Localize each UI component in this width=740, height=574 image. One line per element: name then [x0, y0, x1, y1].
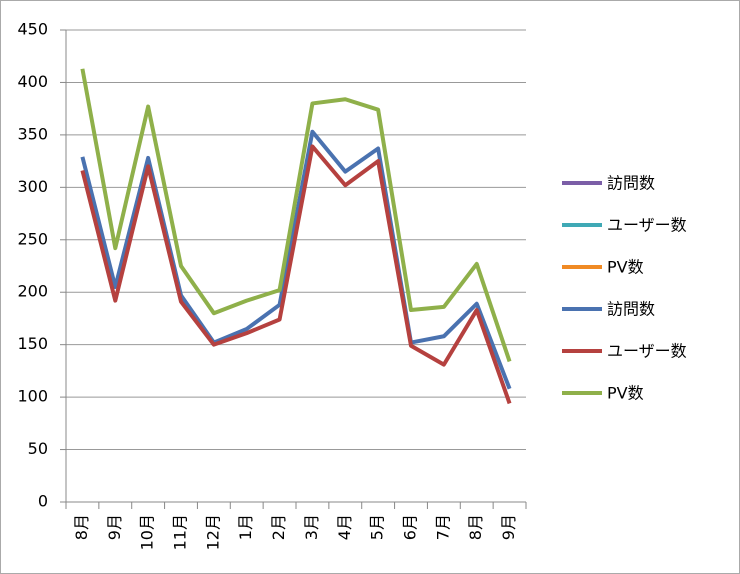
- x-tick-label: 7月: [433, 514, 452, 540]
- legend-label: PV数: [607, 258, 644, 277]
- x-tick-label: 12月: [203, 514, 222, 550]
- y-tick-label: 100: [17, 387, 48, 406]
- x-tick-label: 10月: [138, 514, 157, 550]
- x-tick-label: 9月: [499, 514, 518, 540]
- y-tick-label: 0: [38, 492, 48, 511]
- y-tick-label: 300: [17, 177, 48, 196]
- legend-label: ユーザー数: [607, 216, 687, 235]
- x-tick-label: 5月: [368, 514, 387, 540]
- legend-label: ユーザー数: [607, 342, 687, 361]
- legend-label: 訪問数: [607, 174, 655, 193]
- series-line: [80, 144, 512, 405]
- x-tick-label: 2月: [269, 514, 288, 540]
- y-tick-label: 350: [17, 124, 48, 143]
- y-tick-label: 150: [17, 334, 48, 353]
- y-tick-label: 250: [17, 229, 48, 248]
- x-tick-label: 4月: [335, 514, 354, 540]
- x-tick-label: 8月: [466, 514, 485, 540]
- legend-label: PV数: [607, 384, 644, 403]
- series-line: [80, 68, 512, 363]
- x-tick-label: 8月: [72, 514, 91, 540]
- x-tick-label: 11月: [171, 514, 190, 550]
- y-tick-label: 200: [17, 282, 48, 301]
- x-tick-label: 6月: [401, 514, 420, 540]
- y-tick-label: 400: [17, 72, 48, 91]
- x-tick-label: 9月: [105, 514, 124, 540]
- legend-label: 訪問数: [607, 300, 655, 319]
- x-tick-label: 3月: [302, 514, 321, 540]
- x-tick-label: 1月: [236, 514, 255, 540]
- y-tick-label: 450: [17, 20, 48, 39]
- y-tick-label: 50: [28, 439, 48, 458]
